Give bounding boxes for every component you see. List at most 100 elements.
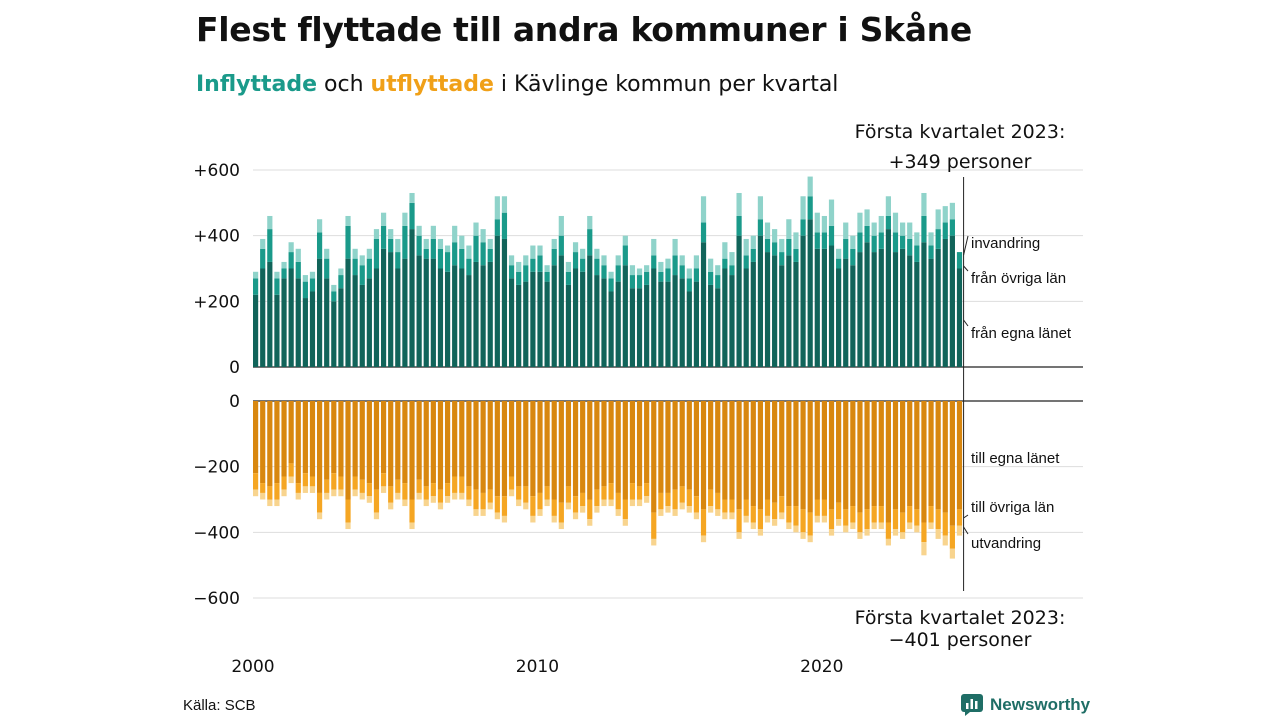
- bottom-bar-own: [658, 401, 664, 493]
- bottom-bar-own: [452, 401, 458, 477]
- bottom-bar-other: [757, 509, 764, 530]
- bottom-bar-own: [260, 401, 266, 484]
- bottom-bar-other: [686, 489, 692, 507]
- bottom-bar-emig: [416, 492, 422, 500]
- bottom-bar-emig: [423, 499, 429, 507]
- top-bar-other: [331, 291, 337, 302]
- top-bar-own: [907, 255, 913, 367]
- bottom-bar-emig: [565, 502, 572, 510]
- source-label: Källa: SCB: [183, 697, 256, 714]
- top-bar-other: [416, 235, 422, 256]
- bottom-bar-emig: [722, 512, 728, 520]
- top-bar-other: [572, 252, 579, 269]
- top-bar-own: [715, 288, 721, 367]
- migration-chart: +600 +400 +200 0 0 −200 −400 −600 Första kvartal…: [193, 121, 1083, 677]
- top-bar-other: [736, 215, 742, 236]
- bottom-bar-other: [580, 492, 586, 507]
- top-bar-own: [260, 268, 266, 367]
- bottom-bar-emig: [558, 522, 564, 530]
- top-bar-other: [644, 271, 650, 285]
- top-bar-own: [921, 242, 927, 367]
- top-bar-own: [309, 291, 316, 367]
- top-bar-other: [309, 278, 316, 292]
- top-label-leader: [963, 265, 969, 272]
- bottom-series-label: till egna länet: [971, 450, 1060, 467]
- bottom-bar-emig: [665, 506, 671, 513]
- bottom-bar-other: [807, 512, 813, 536]
- bottom-bar-other: [444, 483, 451, 497]
- top-series-label: invandring: [971, 235, 1040, 252]
- top-bar-own: [935, 248, 941, 367]
- top-label-leader: [963, 319, 969, 327]
- bottom-bar-other: [900, 512, 906, 533]
- bottom-bar-own: [295, 401, 301, 484]
- top-bar-own: [373, 268, 380, 367]
- bottom-bar-other: [857, 512, 863, 533]
- top-bar-other: [395, 252, 401, 269]
- bottom-bar-own: [530, 401, 536, 497]
- top-bar-own: [523, 281, 529, 367]
- bottom-bar-other: [338, 476, 344, 490]
- top-bar-own: [494, 235, 500, 367]
- bottom-bar-other: [516, 486, 522, 500]
- bottom-bar-other: [615, 492, 621, 510]
- bottom-bar-other: [679, 486, 685, 503]
- top-bar-own: [572, 268, 579, 367]
- bottom-bar-emig: [260, 492, 266, 500]
- top-bar-other: [750, 248, 756, 262]
- bottom-bar-own: [345, 401, 351, 500]
- bottom-bar-own: [565, 401, 572, 487]
- bottom-bar-other: [558, 502, 564, 523]
- bottom-bar-own: [651, 401, 657, 513]
- bottom-bar-own: [480, 401, 486, 493]
- bottom-bar-own: [459, 401, 465, 477]
- bottom-bar-own: [558, 401, 564, 503]
- top-bar-immig: [949, 202, 955, 220]
- top-bar-own: [949, 235, 955, 367]
- top-bar-other: [764, 238, 771, 253]
- bottom-bar-emig: [345, 522, 351, 530]
- top-label-leader: [963, 235, 969, 256]
- bottom-bar-emig: [295, 492, 301, 500]
- bottom-bar-emig: [281, 489, 287, 497]
- bottom-bar-own: [800, 401, 806, 510]
- bottom-bar-own: [807, 401, 813, 513]
- top-bar-immig: [423, 238, 429, 249]
- bottom-bar-own: [693, 401, 700, 497]
- top-bar-immig: [764, 222, 771, 239]
- bottom-bar-own: [672, 401, 678, 490]
- bottom-bar-own: [359, 401, 365, 480]
- top-bar-immig: [757, 196, 764, 220]
- top-bar-other: [473, 235, 479, 262]
- bottom-bar-emig: [857, 532, 863, 539]
- top-bar-immig: [537, 245, 543, 256]
- top-bar-own: [629, 288, 636, 367]
- bottom-bar-emig: [757, 529, 764, 536]
- bottom-bar-other: [380, 473, 387, 487]
- bottom-bar-emig: [551, 515, 557, 523]
- bottom-bar-emig: [587, 519, 593, 526]
- bottom-bar-own: [309, 401, 316, 477]
- bottom-bar-own: [466, 401, 472, 487]
- top-bar-own: [672, 275, 678, 367]
- bottom-bar-emig: [466, 499, 472, 507]
- top-bar-other: [423, 248, 429, 259]
- bottom-bar-emig: [772, 519, 778, 526]
- top-bar-other: [580, 258, 586, 272]
- top-bar-immig: [814, 212, 820, 233]
- top-bar-immig: [338, 268, 344, 276]
- top-bar-immig: [843, 222, 849, 239]
- top-bar-immig: [900, 222, 906, 236]
- bottom-bar-other: [437, 489, 444, 503]
- top-bar-immig: [267, 215, 273, 230]
- bottom-bar-emig: [750, 522, 756, 530]
- bottom-bar-emig: [871, 522, 877, 530]
- top-bar-immig: [636, 268, 643, 276]
- top-bar-other: [316, 232, 323, 259]
- bottom-series-label: till övriga län: [971, 499, 1054, 516]
- top-bar-immig: [857, 212, 863, 233]
- top-series-label: från egna länet: [971, 325, 1072, 342]
- top-bar-other: [821, 232, 827, 249]
- top-bar-other: [857, 232, 863, 253]
- top-bar-own: [388, 252, 394, 367]
